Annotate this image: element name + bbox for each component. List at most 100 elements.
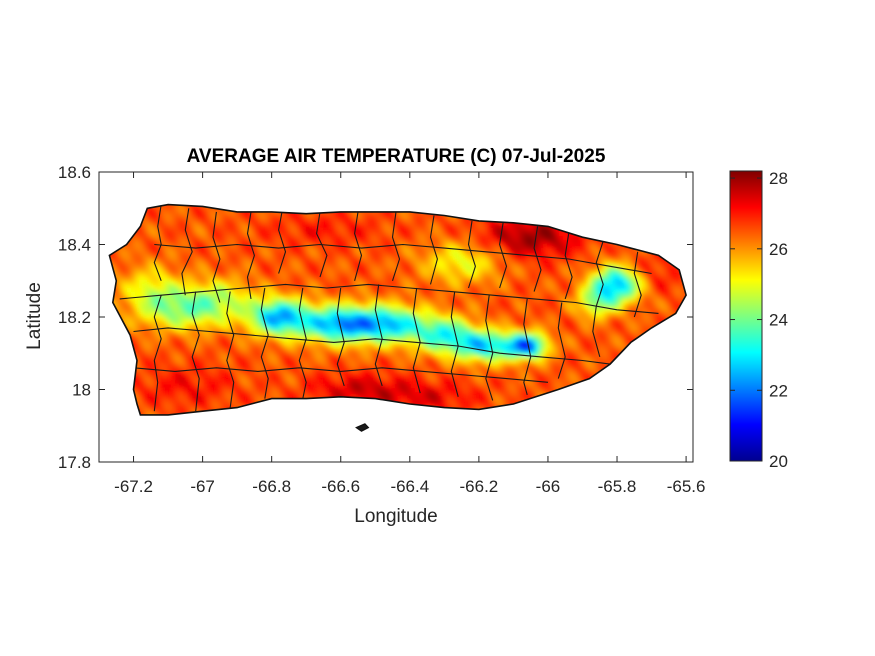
heat-cell [347,316,352,321]
heat-cell [371,220,376,225]
heat-cell [179,312,184,317]
heat-cell [143,240,148,245]
heat-cell [347,308,352,313]
heat-cell [243,236,248,241]
heat-cell [367,252,372,257]
heat-cell [303,380,308,385]
heat-cell [303,280,308,285]
heat-cell [307,264,312,269]
heat-cell [255,392,260,397]
heat-cell [243,320,248,325]
heat-cell [319,332,324,337]
heat-cell [291,284,296,289]
heat-cell [235,220,240,225]
heat-cell [183,380,188,385]
heat-cell [223,216,228,221]
heat-cell [307,232,312,237]
heat-cell [319,312,324,317]
heat-cell [291,344,296,349]
heat-cell [323,360,328,365]
heat-cell [171,304,176,309]
heat-cell [199,356,204,361]
heat-cell [279,352,284,357]
heat-cell [231,400,236,405]
heat-cell [123,268,128,273]
heat-cell [335,392,340,397]
heat-cell [179,236,184,241]
heat-cell [175,240,180,245]
heat-cell [255,248,260,253]
heat-cell [231,324,236,329]
heat-cell [199,364,204,369]
heat-cell [267,356,272,361]
heat-cell [243,352,248,357]
heat-cell [303,372,308,377]
heat-cell [219,396,224,401]
heat-cell [139,320,144,325]
heat-cell [323,324,328,329]
heat-cell [311,356,316,361]
heat-cell [263,264,268,269]
heat-cell [151,280,156,285]
heat-cell [171,280,176,285]
heat-cell [139,280,144,285]
heat-cell [223,344,228,349]
heat-cell [187,252,192,257]
heat-cell [291,304,296,309]
heat-cell [331,324,336,329]
heat-cell [271,312,276,317]
heat-cell [223,244,228,249]
heat-cell [227,276,232,281]
heat-cell [323,288,328,293]
heat-cell [239,320,244,325]
heat-cell [223,364,228,369]
heat-cell [131,252,136,257]
heat-cell [183,236,188,241]
heat-cell [231,280,236,285]
heat-cell [219,312,224,317]
heat-cell [211,356,216,361]
heat-cell [279,344,284,349]
heat-cell [175,408,180,413]
heat-cell [151,248,156,253]
heat-cell [251,344,256,349]
heat-cell [363,380,368,385]
heat-cell [207,216,212,221]
heat-cell [303,352,308,357]
heat-cell [187,300,192,305]
heat-cell [267,252,272,257]
heat-cell [187,308,192,313]
heat-cell [127,308,132,313]
heat-cell [343,316,348,321]
heat-cell [155,264,160,269]
heat-cell [191,408,196,413]
heat-cell [143,324,148,329]
heat-cell [135,260,140,265]
heat-cell [203,324,208,329]
heat-cell [231,392,236,397]
heat-cell [151,376,156,381]
heat-cell [287,276,292,281]
heat-cell [287,300,292,305]
heat-cell [159,304,164,309]
heat-cell [239,340,244,345]
heat-cell [339,276,344,281]
heat-cell [323,308,328,313]
heat-cell [183,260,188,265]
heat-cell [147,268,152,273]
heat-cell [159,356,164,361]
heat-cell [235,340,240,345]
heat-cell [267,272,272,277]
heat-cell [143,356,148,361]
heat-cell [147,308,152,313]
heat-cell [179,284,184,289]
heat-cell [167,260,172,265]
heat-cell [239,388,244,393]
heat-cell [255,268,260,273]
heat-cell [211,384,216,389]
heat-cell [215,328,220,333]
heat-cell [251,312,256,317]
heat-cell [143,224,148,229]
heat-cell [319,352,324,357]
heat-cell [283,316,288,321]
